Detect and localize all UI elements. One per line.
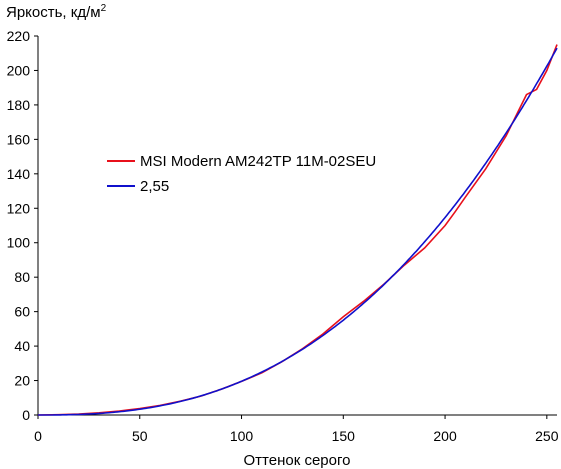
legend-label-1: MSI Modern AM242TP 11M-02SEU [140, 153, 376, 170]
x-tick-label: 250 [535, 428, 559, 444]
y-tick-label: 160 [7, 131, 31, 147]
y-tick-label: 60 [14, 304, 30, 320]
y-tick-label: 20 [14, 373, 30, 389]
series-line-gamma [38, 47, 558, 416]
y-ticks: 0 20 40 60 80 100 120 140 160 180 200 220 [7, 28, 38, 423]
y-tick-label: 120 [7, 200, 31, 216]
x-ticks: 0 50 100 150 200 250 [34, 415, 559, 444]
y-tick-label: 80 [14, 269, 30, 285]
series-line-measured [37, 44, 558, 416]
legend: MSI Modern AM242TP 11M-02SEU 2,55 [107, 153, 376, 195]
legend-label-2: 2,55 [140, 178, 169, 195]
x-tick-label: 50 [132, 428, 148, 444]
x-tick-label: 100 [230, 428, 254, 444]
y-axis-title: Яркость, кд/м2 [6, 3, 107, 21]
y-tick-label: 0 [22, 407, 30, 423]
y-tick-label: 220 [7, 28, 31, 44]
y-tick-label: 100 [7, 235, 31, 251]
axes [37, 36, 557, 416]
series-lines [37, 44, 558, 416]
y-tick-label: 200 [7, 62, 31, 78]
y-tick-label: 140 [7, 166, 31, 182]
y-tick-label: 180 [7, 97, 31, 113]
x-tick-label: 200 [433, 428, 457, 444]
y-tick-label: 40 [14, 338, 30, 354]
x-tick-label: 0 [34, 428, 42, 444]
x-tick-label: 150 [332, 428, 356, 444]
x-axis-title: Оттенок серого [244, 452, 351, 469]
